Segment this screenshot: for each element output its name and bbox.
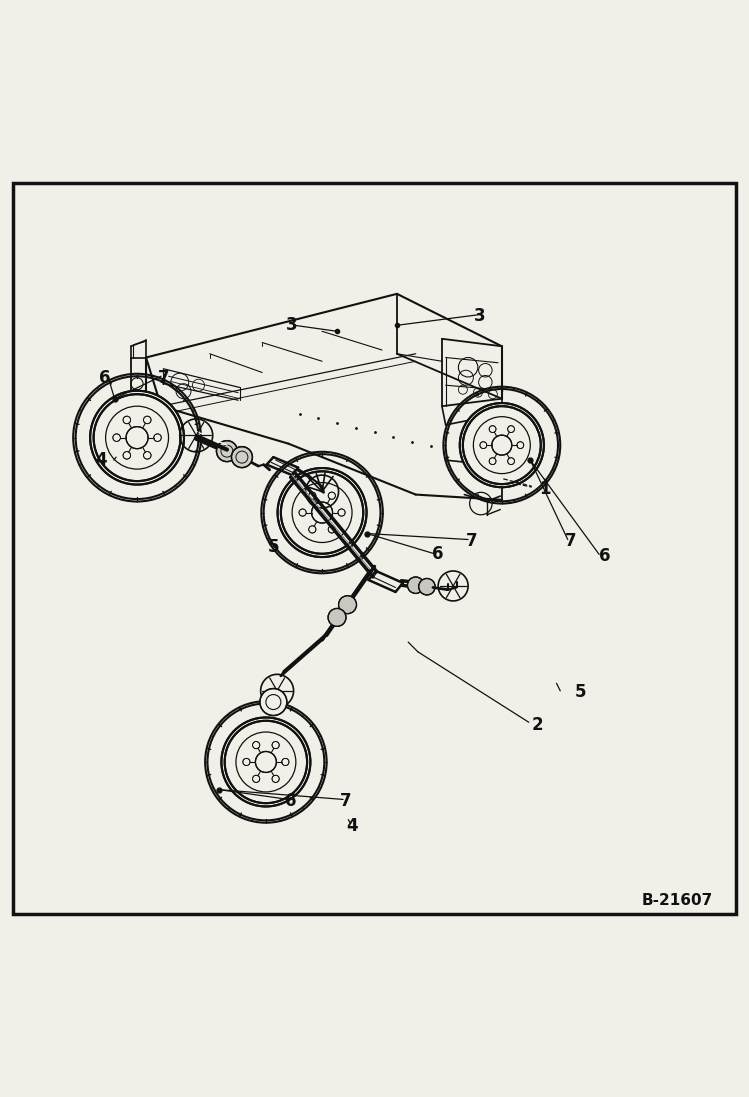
Circle shape bbox=[328, 493, 336, 499]
Text: 6: 6 bbox=[432, 545, 444, 564]
Circle shape bbox=[407, 577, 424, 593]
Circle shape bbox=[154, 434, 161, 441]
Text: 7: 7 bbox=[565, 532, 577, 550]
Text: B-21607: B-21607 bbox=[642, 893, 713, 908]
Circle shape bbox=[492, 436, 512, 455]
Circle shape bbox=[222, 717, 310, 806]
Text: 6: 6 bbox=[99, 369, 111, 387]
Text: 4: 4 bbox=[95, 451, 107, 470]
Circle shape bbox=[489, 426, 496, 432]
Text: 3: 3 bbox=[286, 316, 298, 335]
Circle shape bbox=[281, 472, 363, 554]
Circle shape bbox=[216, 441, 237, 462]
Circle shape bbox=[328, 525, 336, 533]
Text: 7: 7 bbox=[340, 792, 352, 810]
Circle shape bbox=[328, 609, 346, 626]
Text: 6: 6 bbox=[285, 792, 297, 810]
Circle shape bbox=[144, 416, 151, 423]
Circle shape bbox=[463, 406, 541, 484]
Circle shape bbox=[144, 452, 151, 460]
Circle shape bbox=[94, 394, 181, 482]
Circle shape bbox=[508, 457, 515, 464]
Circle shape bbox=[272, 742, 279, 748]
Circle shape bbox=[309, 493, 316, 499]
Circle shape bbox=[282, 758, 289, 766]
Circle shape bbox=[272, 776, 279, 782]
Text: 3: 3 bbox=[473, 307, 485, 326]
Text: 6: 6 bbox=[599, 547, 611, 565]
Circle shape bbox=[480, 442, 487, 449]
Text: 4: 4 bbox=[346, 816, 358, 835]
Text: 5: 5 bbox=[267, 538, 279, 556]
Circle shape bbox=[339, 596, 357, 613]
Circle shape bbox=[489, 457, 496, 464]
Circle shape bbox=[508, 426, 515, 432]
Circle shape bbox=[126, 427, 148, 449]
Circle shape bbox=[338, 509, 345, 517]
Circle shape bbox=[123, 416, 130, 423]
Circle shape bbox=[252, 742, 260, 748]
Text: 2: 2 bbox=[532, 715, 544, 734]
Text: 1: 1 bbox=[539, 479, 551, 498]
Circle shape bbox=[231, 446, 252, 467]
Circle shape bbox=[123, 452, 130, 460]
Circle shape bbox=[309, 525, 316, 533]
Circle shape bbox=[299, 509, 306, 517]
Circle shape bbox=[243, 758, 250, 766]
Circle shape bbox=[460, 403, 544, 487]
Text: 7: 7 bbox=[157, 369, 169, 387]
Circle shape bbox=[517, 442, 524, 449]
Circle shape bbox=[419, 578, 435, 595]
Circle shape bbox=[252, 776, 260, 782]
Circle shape bbox=[278, 468, 366, 557]
Circle shape bbox=[255, 751, 276, 772]
Text: 5: 5 bbox=[574, 683, 586, 701]
Text: 7: 7 bbox=[466, 532, 478, 550]
Circle shape bbox=[225, 721, 307, 803]
Circle shape bbox=[260, 689, 287, 715]
Circle shape bbox=[90, 391, 184, 485]
Circle shape bbox=[312, 502, 333, 523]
Circle shape bbox=[113, 434, 121, 441]
